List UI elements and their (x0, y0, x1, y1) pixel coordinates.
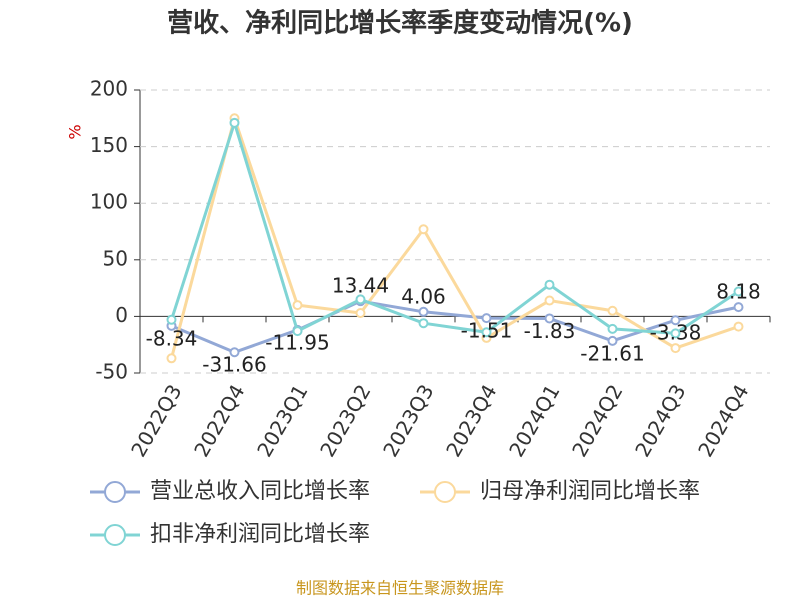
x-tick-label: 2022Q3 (126, 380, 186, 461)
data-label: -21.61 (580, 341, 644, 365)
x-tick-label: 2024Q4 (693, 380, 753, 461)
chart-title: 营收、净利同比增长率季度变动情况(%) (167, 8, 633, 39)
x-tick-label: 2024Q2 (567, 380, 627, 461)
legend-item: 归母净利润同比增长率 (420, 479, 700, 504)
y-tick-label: 0 (115, 303, 128, 327)
legend-label: 归母净利润同比增长率 (480, 479, 700, 504)
point (481, 313, 492, 324)
y-tick-label: 50 (103, 246, 128, 270)
data-label: -11.95 (265, 330, 329, 354)
point (229, 117, 240, 128)
point (292, 300, 303, 311)
point (166, 314, 177, 325)
point (733, 321, 744, 332)
data-label: -3.38 (650, 321, 702, 345)
y-tick-label: -50 (95, 360, 128, 384)
y-tick-label: 150 (90, 133, 128, 157)
x-tick-label: 2023Q2 (315, 380, 375, 461)
point (166, 353, 177, 364)
point (607, 305, 618, 316)
x-tick-label: 2024Q3 (630, 380, 690, 461)
point (418, 224, 429, 235)
point (670, 315, 681, 326)
source-note: 制图数据来自恒生聚源数据库 (296, 579, 504, 598)
point (544, 279, 555, 290)
legend-label: 营业总收入同比增长率 (150, 479, 370, 504)
legend-item: 营业总收入同比增长率 (90, 479, 370, 504)
data-label: -1.83 (524, 319, 576, 343)
x-tick-label: 2024Q1 (504, 380, 564, 461)
point (355, 294, 366, 305)
x-tick-label: 2023Q4 (441, 380, 501, 461)
point (607, 323, 618, 334)
data-label: -31.66 (202, 353, 266, 377)
point (229, 347, 240, 358)
legend-marker (104, 481, 126, 503)
legend-label: 扣非净利润同比增长率 (150, 522, 370, 547)
point (418, 318, 429, 329)
x-tick-label: 2023Q3 (378, 380, 438, 461)
point (544, 295, 555, 306)
data-label: 4.06 (401, 284, 446, 308)
series-line (170, 117, 740, 335)
point (544, 313, 555, 324)
legend-marker (104, 524, 126, 546)
point (670, 328, 681, 339)
point (733, 302, 744, 313)
point (733, 286, 744, 297)
point (418, 306, 429, 317)
y-tick-label: 100 (90, 190, 128, 214)
legend-marker (434, 481, 456, 503)
data-label: 8.18 (716, 280, 761, 304)
x-tick-label: 2023Q1 (252, 380, 312, 461)
point (355, 308, 366, 319)
x-tick-label: 2022Q4 (189, 380, 249, 461)
point (670, 343, 681, 354)
data-label: 13.44 (332, 274, 389, 298)
legend-item: 扣非净利润同比增长率 (90, 522, 370, 547)
series-line (170, 113, 739, 359)
data-label: -8.34 (146, 326, 198, 350)
point (481, 327, 492, 338)
point (607, 335, 618, 346)
y-axis-label: % (66, 124, 85, 139)
y-tick-label: 200 (90, 77, 128, 101)
data-label: -1.51 (461, 319, 513, 343)
point (292, 326, 303, 337)
